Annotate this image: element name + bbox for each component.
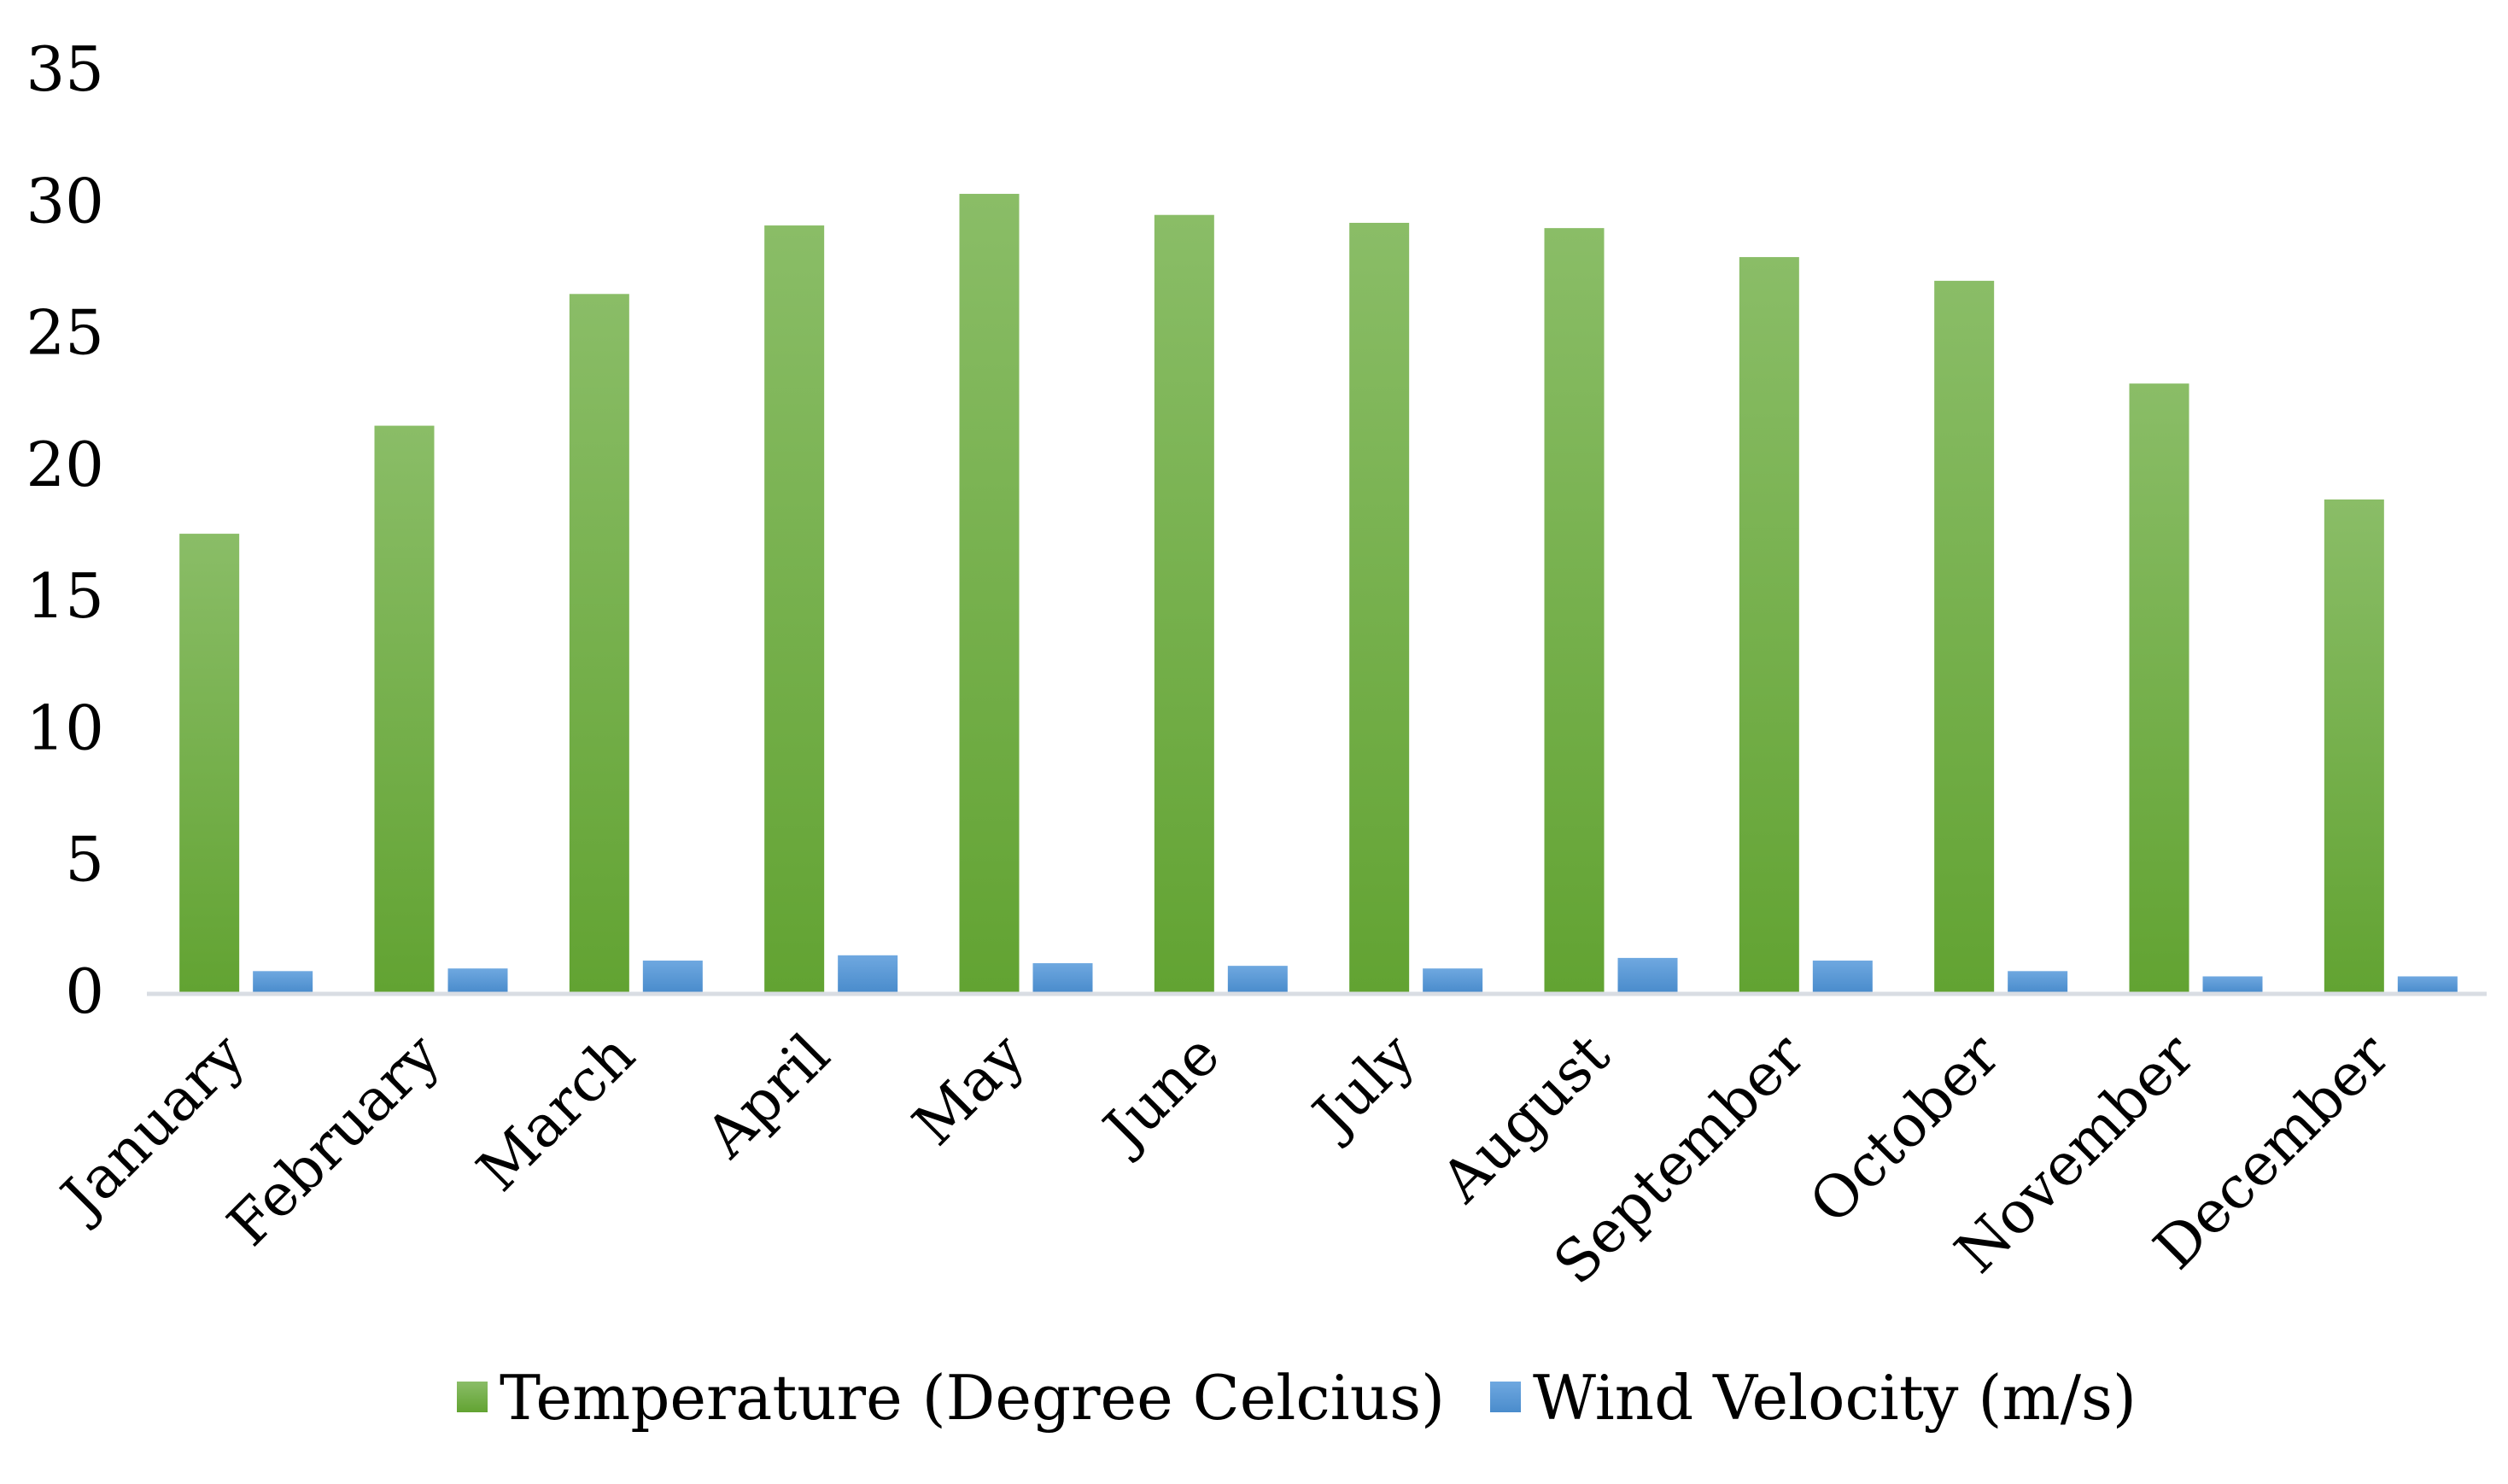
wind-velocity-bar-may (1032, 963, 1093, 992)
y-tick-label: 35 (26, 33, 104, 105)
x-tick-label-july: July (1297, 1021, 1428, 1152)
temperature-bar-may (959, 194, 1020, 992)
temperature-bar-april (764, 225, 825, 992)
temperature-bar-july (1349, 222, 1410, 992)
y-tick-label: 0 (65, 955, 104, 1027)
y-tick-label: 30 (26, 165, 104, 237)
temperature-bar-march (569, 294, 629, 992)
x-tick-label-april: April (693, 1021, 843, 1171)
y-tick-label: 10 (26, 692, 104, 763)
temperature-bar-october (1934, 280, 1995, 992)
x-tick-label-june: June (1088, 1021, 1233, 1166)
wind-velocity-bar-march (642, 960, 703, 992)
temperature-bar-february (374, 425, 435, 993)
bars (179, 194, 2458, 993)
y-axis-ticks: 0 5 10 15 20 25 30 35 (26, 33, 104, 1027)
wind-velocity-bar-december (2397, 976, 2458, 992)
temperature-bar-january (179, 534, 240, 992)
wind-velocity-bar-august (1617, 957, 1678, 992)
temperature-bar-august (1544, 228, 1605, 993)
x-tick-label-march: March (465, 1021, 648, 1205)
legend-label-wind-velocity: Wind Velocity (m/s) (1533, 1362, 2137, 1434)
temperature-bar-june (1154, 214, 1214, 992)
x-tick-label-may: May (901, 1021, 1038, 1159)
temperature-bar-november (2129, 383, 2189, 992)
legend-swatch-wind-velocity (1490, 1382, 1521, 1412)
x-tick-label-february: February (215, 1021, 453, 1259)
legend: Temperature (Degree Celcius) Wind Velocit… (457, 1362, 2137, 1434)
y-tick-label: 20 (26, 429, 104, 500)
legend-label-temperature: Temperature (Degree Celcius) (500, 1362, 1445, 1434)
wind-velocity-bar-july (1423, 968, 1483, 992)
wind-velocity-bar-february (447, 968, 508, 992)
wind-velocity-bar-november (2202, 976, 2263, 992)
wind-velocity-bar-september (1812, 960, 1873, 992)
y-tick-label: 5 (65, 824, 104, 896)
temperature-bar-september (1739, 257, 1799, 993)
x-tick-label-august: August (1429, 1021, 1623, 1216)
wind-velocity-bar-october (2008, 971, 2068, 992)
temperature-bar-december (2324, 499, 2384, 992)
y-tick-label: 25 (26, 297, 104, 369)
wind-velocity-bar-june (1227, 966, 1288, 992)
wind-velocity-bar-january (253, 971, 313, 992)
legend-swatch-temperature (457, 1382, 488, 1412)
y-tick-label: 15 (26, 560, 104, 632)
wind-velocity-bar-april (838, 955, 898, 992)
